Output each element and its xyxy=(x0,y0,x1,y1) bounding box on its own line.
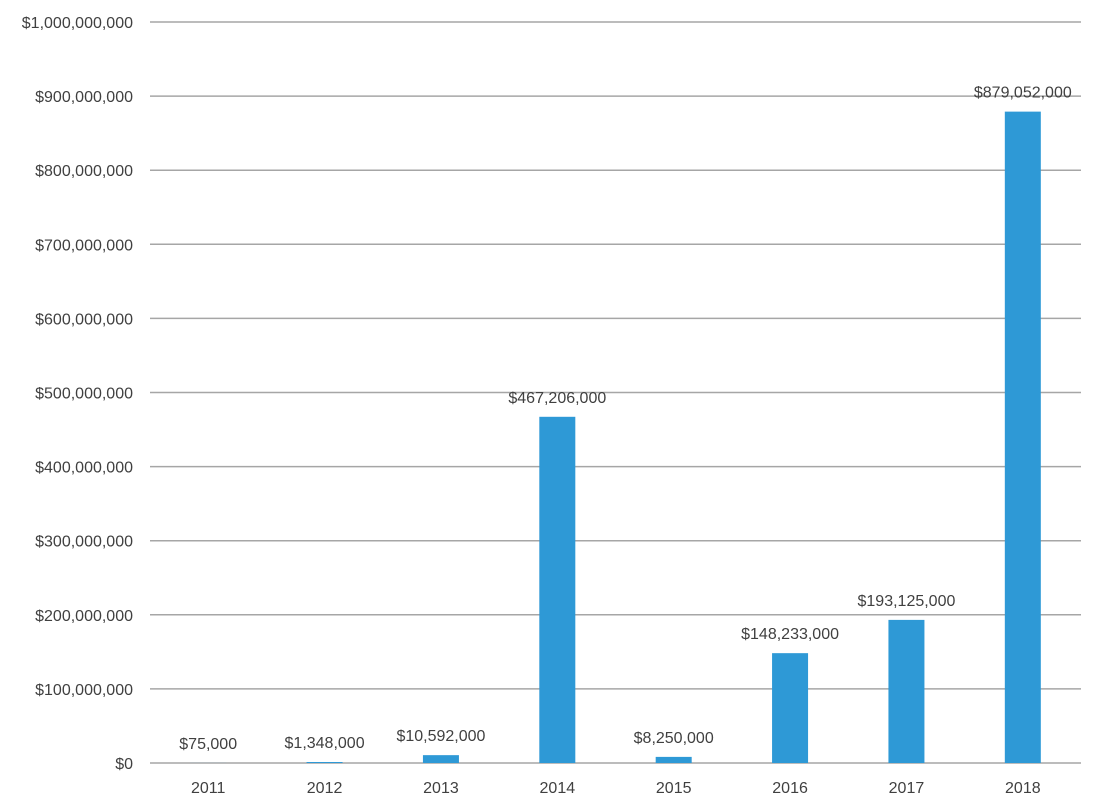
data-label: $8,250,000 xyxy=(634,730,714,747)
y-tick-label: $600,000,000 xyxy=(35,311,133,328)
data-label: $10,592,000 xyxy=(396,728,485,745)
bar xyxy=(655,756,692,763)
x-axis-tick-labels: 2011 2012 2013 2014 2015 2016 2017 2018 xyxy=(191,780,1041,797)
bar xyxy=(422,755,459,763)
gridlines xyxy=(150,21,1081,764)
x-tick-label: 2011 xyxy=(191,780,226,797)
data-label: $1,348,000 xyxy=(285,735,365,752)
y-tick-label: $900,000,000 xyxy=(35,89,133,106)
data-labels: $75,000 $1,348,000 $10,592,000 $467,206,000… xyxy=(179,85,1072,753)
y-tick-label: $700,000,000 xyxy=(35,237,133,254)
bar xyxy=(539,416,576,763)
x-tick-label: 2016 xyxy=(772,780,808,797)
x-tick-label: 2015 xyxy=(656,780,692,797)
x-tick-label: 2013 xyxy=(423,780,459,797)
bar xyxy=(306,762,343,763)
data-label: $148,233,000 xyxy=(741,626,839,643)
y-tick-label: $0 xyxy=(115,756,133,773)
bars xyxy=(190,111,1041,764)
data-label: $75,000 xyxy=(179,736,237,753)
y-tick-label: $800,000,000 xyxy=(35,163,133,180)
x-tick-label: 2018 xyxy=(1005,780,1041,797)
data-label: $193,125,000 xyxy=(858,593,956,610)
bar xyxy=(772,653,809,763)
data-label: $467,206,000 xyxy=(508,390,606,407)
bar xyxy=(1004,111,1041,764)
x-tick-label: 2012 xyxy=(307,780,343,797)
x-tick-label: 2017 xyxy=(889,780,925,797)
y-tick-label: $500,000,000 xyxy=(35,386,133,403)
y-axis-tick-labels: $0 $100,000,000 $200,000,000 $300,000,000 $4… xyxy=(22,15,133,773)
y-tick-label: $200,000,000 xyxy=(35,608,133,625)
x-tick-label: 2014 xyxy=(540,780,576,797)
y-tick-label: $400,000,000 xyxy=(35,460,133,477)
bar xyxy=(888,619,925,763)
y-tick-label: $300,000,000 xyxy=(35,534,133,551)
y-tick-label: $1,000,000,000 xyxy=(22,15,133,32)
y-tick-label: $100,000,000 xyxy=(35,682,133,699)
data-label: $879,052,000 xyxy=(974,85,1072,102)
